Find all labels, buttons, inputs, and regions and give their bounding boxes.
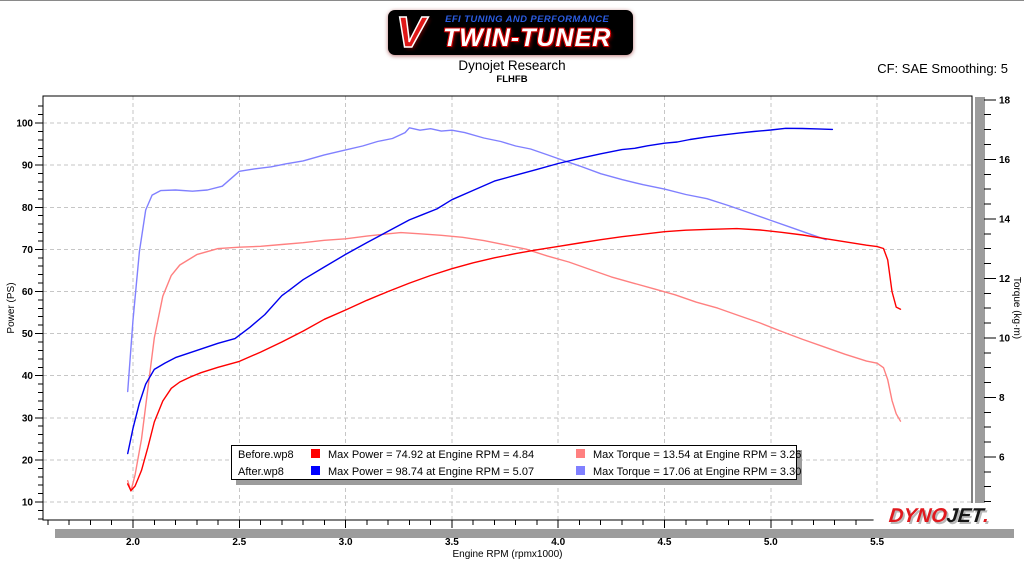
- logo-name: TWIN-TUNER: [443, 24, 612, 52]
- svg-text:30: 30: [22, 413, 34, 424]
- page-title: Dynojet Research: [458, 58, 566, 73]
- curve-after-wp8-torque: [126, 127, 827, 393]
- svg-text:40: 40: [22, 371, 34, 382]
- before-power-swatch: [311, 449, 320, 458]
- legend-file-before: Before.wp8: [238, 449, 294, 461]
- smoothing-status: CF: SAE Smoothing: 5: [877, 61, 1008, 76]
- logo-text-block: EFI TUNING AND PERFORMANCE TWIN-TUNER: [429, 14, 625, 51]
- after-torque-swatch: [576, 466, 585, 475]
- svg-text:8: 8: [999, 393, 1005, 404]
- vtwin-tuner-logo: V EFI TUNING AND PERFORMANCE TWIN-TUNER: [388, 7, 633, 57]
- after-max-power: Max Power = 98.74 at Engine RPM = 5.07: [328, 466, 535, 478]
- run-subtitle: FLHFB: [496, 74, 528, 85]
- logo-tagline: EFI TUNING AND PERFORMANCE: [445, 14, 610, 25]
- svg-text:12: 12: [999, 274, 1011, 285]
- gridlines: [43, 96, 972, 520]
- svg-text:4.0: 4.0: [551, 537, 565, 548]
- axis-ticks: [35, 99, 996, 528]
- svg-text:50: 50: [22, 329, 34, 340]
- frame-shadow-right: [975, 97, 985, 538]
- svg-text:16: 16: [999, 155, 1011, 166]
- svg-text:14: 14: [999, 214, 1011, 225]
- legend-box: Before.wp8 Max Power = 74.92 at Engine R…: [231, 445, 801, 480]
- svg-text:60: 60: [22, 287, 34, 298]
- legend-row-before: Before.wp8 Max Power = 74.92 at Engine R…: [232, 449, 801, 463]
- x-axis-title: Engine RPM (rpmx1000): [452, 549, 562, 560]
- before-torque-swatch: [576, 449, 585, 458]
- window-top-edge: [0, 0, 1024, 1]
- before-max-torque: Max Torque = 13.54 at Engine RPM = 3.26: [593, 449, 802, 461]
- legend-row-after: After.wp8 Max Power = 98.74 at Engine RP…: [232, 466, 801, 480]
- axis-tick-labels: 2.0 2.5 3.0 3.5 4.0 4.5 5.0 5.5 10 20 30 40 50 60 70 80…: [16, 95, 1010, 548]
- svg-text:20: 20: [22, 455, 34, 466]
- curve-before-wp8-torque: [126, 231, 902, 492]
- svg-text:3.5: 3.5: [445, 537, 459, 548]
- svg-text:100: 100: [16, 119, 33, 130]
- svg-text:4.5: 4.5: [658, 537, 672, 548]
- svg-text:10: 10: [22, 498, 34, 509]
- svg-text:2.5: 2.5: [232, 537, 246, 548]
- after-power-swatch: [311, 466, 320, 475]
- svg-text:6: 6: [999, 452, 1005, 463]
- svg-text:70: 70: [22, 245, 34, 256]
- dynojet-logo-dot: .: [982, 505, 991, 527]
- after-max-torque: Max Torque = 17.06 at Engine RPM = 3.30: [593, 466, 802, 478]
- dynojet-logo-dyno: DYNO: [887, 505, 948, 527]
- logo-v-letter: V: [395, 7, 426, 57]
- svg-text:5.5: 5.5: [870, 537, 884, 548]
- svg-text:18: 18: [999, 95, 1011, 106]
- svg-text:2.0: 2.0: [126, 537, 140, 548]
- dynojet-logo: DYNO JET.: [872, 503, 1006, 529]
- legend-file-after: After.wp8: [238, 466, 284, 478]
- frame-shadow-bottom: [55, 529, 1014, 538]
- svg-text:90: 90: [22, 161, 34, 172]
- curve-after-wp8-power: [126, 127, 834, 455]
- svg-text:5.0: 5.0: [764, 537, 778, 548]
- svg-text:3.0: 3.0: [339, 537, 353, 548]
- dynojet-logo-jet: JET: [945, 505, 985, 527]
- y-right-axis-title: Torque (kg·m): [1011, 277, 1022, 339]
- before-max-power: Max Power = 74.92 at Engine RPM = 4.84: [328, 449, 535, 461]
- svg-text:80: 80: [22, 203, 34, 214]
- curve-before-wp8-power: [126, 227, 902, 492]
- svg-text:10: 10: [999, 333, 1011, 344]
- y-left-axis-title: Power (PS): [6, 282, 17, 333]
